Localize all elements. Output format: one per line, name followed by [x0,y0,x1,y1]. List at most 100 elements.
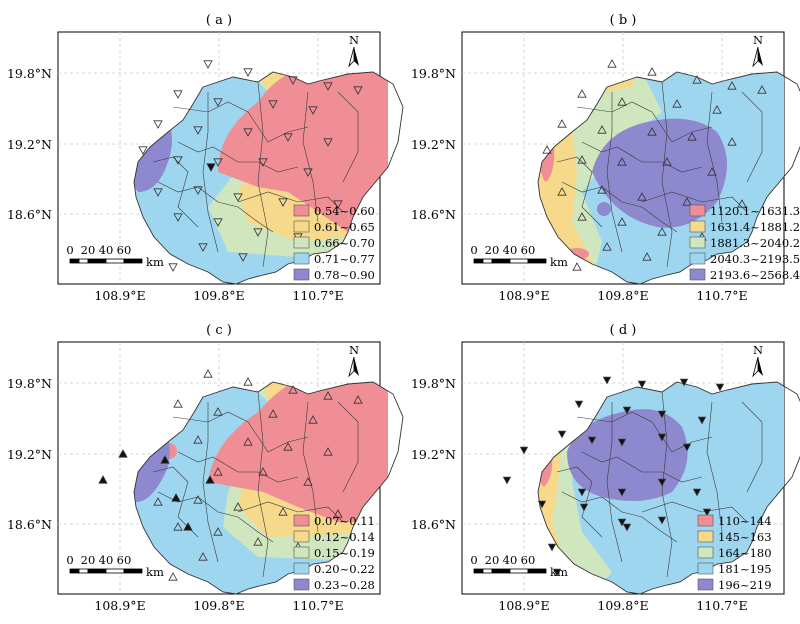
station-marker [597,185,607,194]
station-marker [98,475,108,484]
station-marker [687,132,697,141]
station-marker [173,90,183,99]
legend-swatch [689,252,706,265]
legend-swatch [293,562,310,575]
lon-tick-label: 109.8°E [597,288,648,303]
legend-entry: 196~219 [697,578,772,592]
station-marker [283,442,293,451]
legend-entry: 0.61~0.65 [293,220,375,234]
scale-bar: 0 20 40 60 km [66,553,164,579]
scale-segment [482,258,493,264]
station-marker [672,99,682,108]
north-arrow: N [348,33,359,68]
legend-label: 1881.3~2040.2 [710,236,800,250]
legend: 1120.1~1631.3 1631.4~1881.2 1881.3~2040.2 2… [689,204,800,282]
station-marker [647,127,657,136]
station-marker [617,438,627,447]
station-marker [657,227,667,236]
station-marker [288,76,298,85]
scale-segment [105,258,125,264]
legend-label: 0.66~0.70 [314,236,375,250]
station-marker [303,477,313,486]
station-marker [243,128,253,137]
station-marker [278,198,288,207]
legend-swatch [293,220,310,233]
station-marker [353,86,363,95]
station-marker [183,522,193,531]
station-marker [757,85,767,94]
north-arrow-icon [354,357,359,376]
legend-label: 0.15~0.19 [314,546,375,560]
scale-segment [473,568,484,574]
panel-label: ( c ) [206,323,232,338]
north-arrow: N [752,33,763,68]
north-letter: N [753,33,763,47]
station-marker [198,552,208,561]
lon-tick-label: 108.9°E [498,288,549,303]
scale-segment [473,258,484,264]
legend-swatch [689,268,706,281]
scale-segment [69,258,80,264]
station-marker [657,410,667,419]
scale-bar: 0 20 40 60 km [470,243,568,269]
legend-entry: 110~144 [697,514,772,528]
legend-swatch [697,514,714,527]
legend-entry: 1631.4~1881.2 [689,220,800,234]
legend-entry: 181~195 [697,562,772,576]
station-marker [577,212,587,221]
station-marker [138,146,148,155]
north-arrow: N [348,343,359,378]
station-marker [574,400,584,409]
station-marker [243,377,253,386]
legend-entry: 164~180 [697,546,772,560]
legend-label: 164~180 [718,546,772,560]
station-marker [702,508,712,517]
station-marker [288,385,298,394]
lat-tick-label: 19.2°N [411,137,456,152]
station-marker [577,89,587,98]
station-marker [353,395,363,404]
station-marker [193,495,203,504]
scale-unit: km [550,255,568,269]
station-marker [173,213,183,222]
scale-tick-label: 60 [117,553,132,567]
scale-tick-label: 0 [470,243,477,257]
scale-tick-label: 60 [117,243,132,257]
panel-c: ( c ) 0.07~0.11 0.12~0.14 0.15~0.19 0.20~0.… [57,323,404,595]
scale-segment [87,568,107,574]
legend-swatch [689,220,706,233]
station-marker [153,120,163,129]
station-marker [617,157,627,166]
lat-tick-label: 19.8°N [7,66,52,81]
scale-tick-label: 60 [521,243,536,257]
station-marker [617,518,627,527]
scale-bar: 0 20 40 60 km [470,553,568,579]
station-marker [502,476,512,485]
station-marker [607,59,617,68]
scale-unit: km [146,255,164,269]
lon-tick-label: 110.7°E [696,598,747,613]
scale-segment [491,568,511,574]
station-marker [160,455,170,464]
legend-entry: 1881.3~2040.2 [689,236,800,250]
station-marker [587,436,597,445]
north-arrow-icon [758,47,763,66]
station-marker [682,443,692,452]
scale-tick-label: 0 [66,553,73,567]
legend-swatch [697,562,714,575]
legend-entry: 0.15~0.19 [293,546,375,560]
station-marker [206,163,216,172]
station-marker [278,507,288,516]
station-marker [153,497,163,506]
axis-labels: 19.8°N 19.2°N 18.6°N 19.8°N 19.2°N 18.6°… [7,66,748,613]
panel-d: ( d ) 110~144 145~163 164~180 181~195 196~21… [461,323,800,595]
station-marker [171,493,181,502]
scale-tick-label: 40 [503,243,518,257]
station-marker [213,527,223,536]
legend-label: 0.61~0.65 [314,220,375,234]
panel-b: ( b ) 1120.1~1631.3 1631.4~1881.2 1881.3~2… [461,13,800,285]
station-marker [577,488,587,497]
lat-tick-label: 18.6°N [7,207,52,222]
station-marker [253,537,263,546]
station-marker [572,262,582,271]
